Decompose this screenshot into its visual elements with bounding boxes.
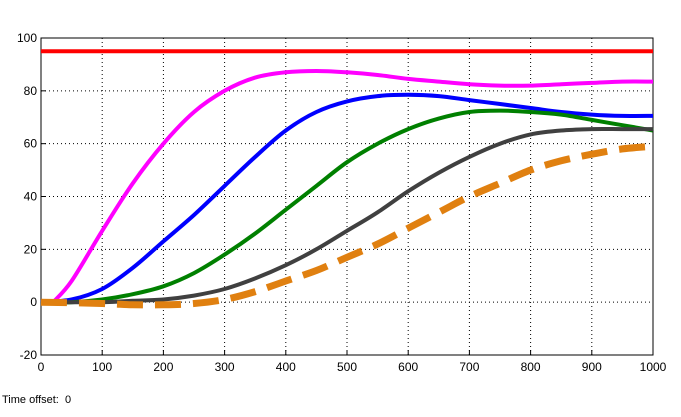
time-offset-readout: Time offset: 0 (2, 394, 71, 406)
x-tick-label: 700 (459, 360, 479, 374)
series-line-5 (40, 127, 653, 305)
x-tick-label: 900 (582, 360, 602, 374)
time-offset-value: 0 (64, 394, 72, 406)
series-line-3 (40, 92, 654, 305)
x-tick-label: 600 (398, 360, 418, 374)
y-tick-label: 80 (24, 84, 38, 98)
x-tick-label: 500 (337, 360, 357, 374)
y-tick-label: 100 (17, 31, 37, 45)
y-tick-label: 0 (30, 295, 37, 309)
series-line-6 (40, 142, 654, 309)
x-tick-label: 200 (153, 360, 173, 374)
y-tick-label: 20 (24, 242, 38, 256)
x-tick-label: 0 (38, 360, 45, 374)
series-group (40, 49, 654, 309)
x-tick-label: 800 (521, 360, 541, 374)
x-tick-label: 300 (215, 360, 235, 374)
scope-plot: 0 100 200 300 400 500 600 700 800 900 1000-2002040… (17, 31, 667, 374)
time-offset-label: Time offset: (2, 394, 59, 406)
x-tick-label: 1000 (640, 360, 667, 374)
series-line-4 (40, 108, 654, 305)
y-tick-label: -20 (20, 348, 38, 362)
y-tick-label: 60 (24, 137, 38, 151)
x-tick-label: 100 (92, 360, 112, 374)
series-line-2 (51, 69, 654, 304)
tick-labels: 0 100 200 300 400 500 600 700 800 900 1000-2002040… (17, 31, 667, 374)
x-tick-label: 400 (276, 360, 296, 374)
y-tick-label: 40 (24, 190, 38, 204)
